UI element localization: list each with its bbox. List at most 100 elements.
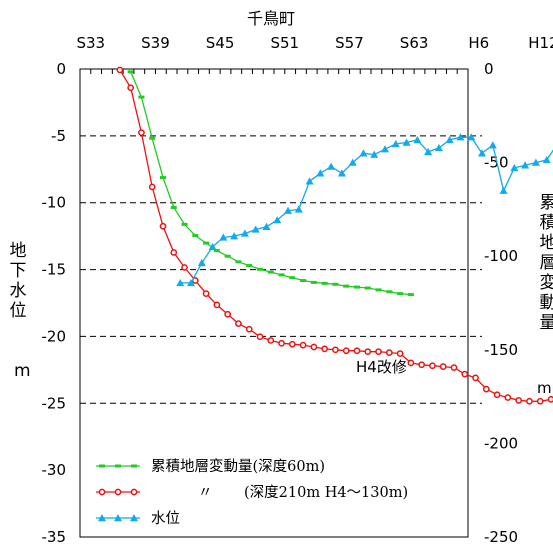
- top-tick-label: S51: [270, 34, 299, 52]
- dash-marker: [289, 276, 296, 280]
- triangle-marker: [240, 229, 249, 237]
- left-axis-unit: m: [14, 361, 31, 381]
- circle-marker: [127, 84, 135, 92]
- circle-marker: [267, 337, 275, 344]
- legend-dash-marker: [115, 464, 121, 468]
- top-tick-labels: S33 S39 S45 S51 S57 S63 H6 H12: [76, 34, 553, 52]
- circle-marker: [450, 364, 458, 371]
- triangle-marker: [370, 150, 379, 158]
- legend-label: 累積地層変動量(深度60m): [151, 458, 325, 475]
- right-tick-label: -250: [484, 528, 518, 546]
- circle-marker: [148, 183, 156, 191]
- dash-marker: [386, 290, 393, 294]
- right-axis-unit: mm: [537, 379, 553, 397]
- dash-marker: [181, 222, 188, 226]
- dash-marker: [192, 234, 199, 238]
- circle-marker: [310, 343, 318, 351]
- left-axis-tick-labels: 0 -5 -10 -15 -20 -25 -30 -35: [42, 60, 67, 546]
- circle-marker: [364, 348, 372, 356]
- circle-marker: [375, 348, 382, 356]
- circle-marker: [504, 394, 512, 401]
- left-tick-label: -5: [51, 127, 66, 145]
- circle-marker: [418, 361, 426, 369]
- circle-marker: [181, 264, 188, 271]
- circle-marker: [224, 310, 232, 318]
- triangle-marker: [305, 177, 314, 185]
- triangle-marker: [251, 225, 260, 233]
- circle-marker: [439, 363, 447, 370]
- triangle-marker: [488, 141, 497, 149]
- triangle-marker: [359, 149, 368, 157]
- legend-label: 水位: [151, 510, 180, 527]
- left-axis-label-char: 下: [10, 261, 27, 281]
- top-tick-label: H12: [528, 34, 553, 52]
- top-tick-label: H6: [468, 34, 489, 52]
- circle-marker: [536, 397, 544, 405]
- dash-marker: [407, 293, 414, 297]
- left-tick-label: 0: [56, 60, 66, 78]
- top-tick-label: S63: [400, 34, 429, 52]
- right-tick-label: -100: [484, 247, 518, 265]
- triangle-marker: [531, 158, 540, 166]
- triangle-marker: [510, 163, 519, 172]
- circle-marker: [288, 340, 296, 348]
- triangle-marker: [413, 135, 422, 144]
- triangle-marker: [187, 278, 196, 287]
- series-0: [127, 70, 414, 297]
- circle-marker: [385, 349, 393, 356]
- right-axis-label-char: 変: [540, 273, 553, 293]
- triangle-marker: [445, 135, 454, 144]
- top-tick-label: S45: [206, 34, 235, 52]
- top-tick-label: S39: [141, 34, 170, 52]
- left-tick-label: -10: [42, 194, 67, 212]
- left-tick-label: -25: [42, 394, 67, 412]
- circle-marker: [353, 347, 361, 355]
- series-2: [176, 133, 553, 287]
- legend-circle-marker: [114, 488, 122, 496]
- circle-marker: [159, 222, 167, 230]
- dash-marker: [159, 176, 166, 180]
- right-tick-label: -200: [484, 434, 518, 452]
- series-layer: [116, 66, 553, 405]
- circle-marker: [332, 346, 339, 354]
- triangle-marker: [176, 278, 185, 287]
- circle-marker: [138, 129, 145, 136]
- triangle-marker: [381, 145, 390, 153]
- series-line: [130, 71, 411, 296]
- circle-marker: [515, 396, 523, 404]
- dash-marker: [375, 288, 382, 292]
- right-tick-label: 0: [484, 60, 494, 78]
- annotation-h4: H4改修: [356, 358, 407, 376]
- triangle-marker: [230, 232, 239, 240]
- triangle-marker: [262, 222, 271, 230]
- circle-marker: [116, 66, 124, 74]
- triangle-marker: [499, 186, 508, 194]
- circle-marker: [396, 350, 404, 357]
- triangle-marker: [327, 162, 336, 170]
- triangle-marker: [197, 258, 206, 267]
- triangle-marker: [348, 158, 357, 166]
- triangle-marker: [391, 139, 400, 148]
- dash-marker: [224, 254, 231, 258]
- legend-triangle-marker: [98, 514, 106, 522]
- circle-marker: [245, 325, 253, 333]
- right-axis-label-char: 量: [540, 313, 553, 333]
- gridlines: [80, 135, 482, 404]
- right-axis-label-char: 層: [540, 253, 553, 273]
- dash-marker: [397, 292, 404, 296]
- right-axis-label-char: 地: [540, 233, 553, 253]
- top-tick-label: S57: [335, 34, 364, 52]
- left-tick-label: -15: [42, 261, 67, 279]
- dash-marker: [170, 206, 177, 210]
- legend: 累積地層変動量(深度60m) 〃 (深度210m H4〜130m) 水位: [96, 458, 408, 527]
- left-axis-label-char: 位: [10, 301, 27, 321]
- triangle-marker: [208, 242, 217, 251]
- circle-marker: [461, 370, 469, 378]
- triangle-marker: [521, 161, 530, 169]
- left-axis-label-char: 水: [10, 281, 27, 301]
- legend-dash-marker: [131, 464, 137, 468]
- chart-title: 千鳥町: [247, 9, 295, 28]
- dash-marker: [138, 95, 145, 99]
- circle-marker: [407, 359, 415, 367]
